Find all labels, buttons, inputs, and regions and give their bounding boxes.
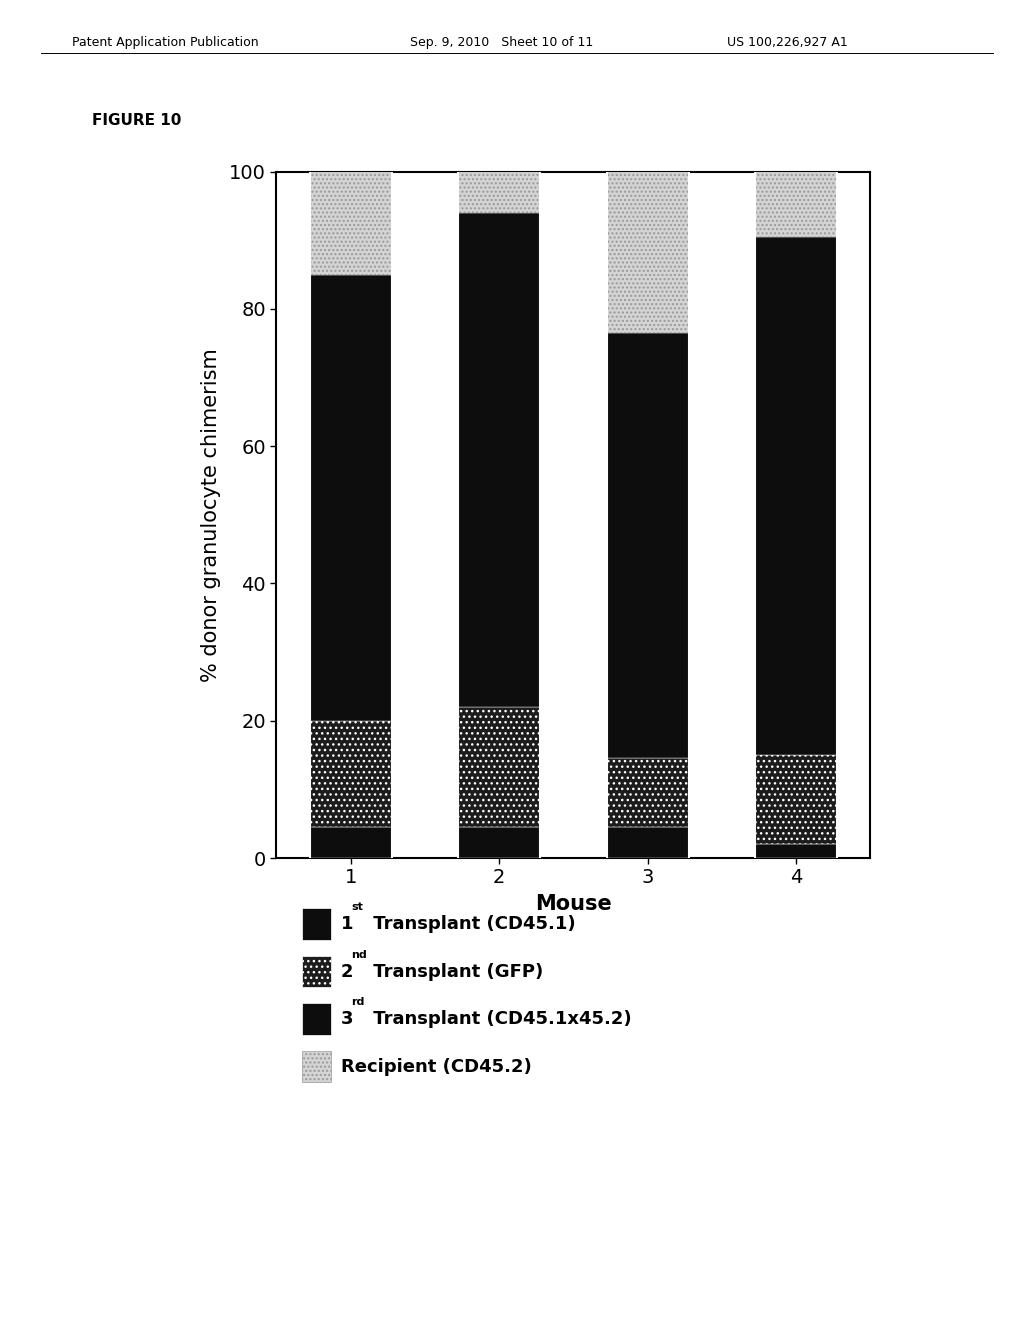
Text: 2: 2 — [341, 962, 353, 981]
Bar — [607, 828, 688, 858]
Bar — [607, 759, 688, 828]
Text: 1: 1 — [341, 915, 353, 933]
Text: Transplant (CD45.1): Transplant (CD45.1) — [367, 915, 575, 933]
Text: Patent Application Publication: Patent Application Publication — [72, 36, 258, 49]
Bar — [756, 172, 837, 236]
Text: Transplant (CD45.1x45.2): Transplant (CD45.1x45.2) — [367, 1010, 631, 1028]
Text: st: st — [351, 902, 364, 912]
Text: FIGURE 10: FIGURE 10 — [92, 114, 181, 128]
Bar — [310, 172, 391, 275]
Text: Recipient (CD45.2): Recipient (CD45.2) — [341, 1057, 531, 1076]
Bar — [607, 172, 688, 333]
Text: 3: 3 — [341, 1010, 353, 1028]
Bar — [310, 828, 391, 858]
Bar — [607, 333, 688, 759]
Bar — [459, 708, 540, 828]
Bar — [310, 721, 391, 828]
Y-axis label: % donor granulocyte chimerism: % donor granulocyte chimerism — [201, 348, 221, 681]
Text: Transplant (GFP): Transplant (GFP) — [367, 962, 543, 981]
Text: Sep. 9, 2010   Sheet 10 of 11: Sep. 9, 2010 Sheet 10 of 11 — [410, 36, 593, 49]
X-axis label: Mouse: Mouse — [536, 895, 611, 915]
Bar — [459, 213, 540, 708]
Bar — [310, 275, 391, 721]
Bar — [459, 828, 540, 858]
Bar — [756, 755, 837, 845]
Text: rd: rd — [351, 997, 365, 1007]
Bar — [459, 172, 540, 213]
Bar — [756, 236, 837, 755]
Text: US 100,226,927 A1: US 100,226,927 A1 — [727, 36, 848, 49]
Bar — [756, 845, 837, 858]
Text: nd: nd — [351, 949, 367, 960]
